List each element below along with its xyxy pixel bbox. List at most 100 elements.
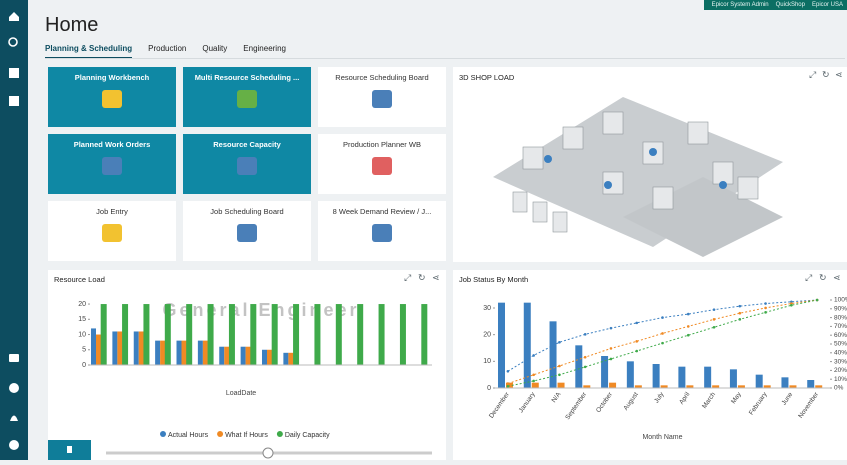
x-tick-label: May [730,391,743,406]
tile-icon [102,224,122,242]
bar [704,366,712,388]
legend-swatch [160,431,166,437]
header-link[interactable]: Epicor USA [811,2,843,8]
y-tick-label: 15 [78,316,86,323]
tile[interactable]: 8 Week Demand Review / J... [318,201,446,261]
help-icon[interactable] [9,383,19,393]
bar [250,304,257,365]
tile[interactable]: Job Scheduling Board [183,201,311,261]
tile-icon [102,90,122,108]
chat-icon[interactable] [9,354,19,362]
y2-tick-label: 50% [834,341,847,348]
bar [531,382,539,388]
tile[interactable]: Job Entry [48,201,176,261]
tab[interactable]: Planning & Scheduling [45,44,133,59]
svg-text:⋖: ⋖ [835,69,843,79]
tile-label: Multi Resource Scheduling ... [194,73,300,82]
legend-label[interactable]: Daily Capacity [285,432,330,439]
line-point [815,298,819,302]
bar [763,385,771,388]
tile[interactable]: Resource Scheduling Board [318,67,446,127]
bar [219,346,225,365]
x-tick-label: October [595,390,614,414]
tile-icon [372,157,392,175]
tile-label: Resource Scheduling Board [335,73,429,82]
search-icon[interactable] [8,37,18,47]
line-point [583,355,587,359]
line-point [661,341,664,345]
line-point [532,354,535,357]
line-point [558,373,561,377]
resource-load-panel: Resource Load ⤢ ↻ ⋖ General Engineer 0 5 10 15 20… [48,270,446,460]
y2-tick-label: 80% [834,314,847,321]
shop-illustration: ⤢ ↻ ⋖ [493,69,843,257]
panel-action[interactable]: ↻ [418,272,426,282]
bar [549,321,557,388]
y2-tick-label: 90% [834,306,847,313]
user-icon[interactable] [9,440,19,450]
tile[interactable]: Multi Resource Scheduling ... [183,67,311,127]
line-point [686,325,690,328]
panel-action[interactable]: ⤢ [804,272,812,282]
apps-icon[interactable] [9,68,19,78]
y-tick-label: 0 [82,362,86,369]
bar [678,366,686,388]
panel-action[interactable]: ↻ [819,272,827,282]
y2-tick-label: 70% [834,323,847,330]
bar [197,340,203,365]
y2-tick-label: 20% [834,367,847,374]
bar [122,304,129,365]
line-point [609,326,613,330]
bar [737,385,745,388]
panel-title: 3D SHOP LOAD [459,73,515,82]
line-point [712,318,716,321]
legend-label[interactable]: What If Hours [225,432,268,439]
header-link[interactable]: QuickShop [775,2,805,8]
tab[interactable]: Production [148,44,187,53]
tile-label: Job Scheduling Board [210,207,284,216]
bar [283,352,289,365]
bar [686,385,694,388]
home-icon[interactable] [9,12,19,21]
slider-thumb[interactable] [262,447,274,459]
tile[interactable]: Production Planner WB [318,134,446,194]
line-point [764,306,767,310]
pause-glyph [67,446,72,453]
legend-label[interactable]: Actual Hours [168,432,209,439]
top-bar: Epicor System Admin QuickShop Epicor USA [704,0,847,10]
tab[interactable]: Quality [202,44,228,53]
line-point [506,369,510,373]
panel-action[interactable]: ⋖ [833,272,841,282]
panel-action[interactable]: ⋖ [432,272,440,282]
line-point [506,384,510,388]
bar [335,304,342,365]
panel-action[interactable]: ⤢ [403,272,411,282]
tile[interactable]: Planning Workbench [48,67,176,127]
bar [815,385,823,388]
legend-swatch [276,431,283,437]
y-tick-label: 5 [82,347,86,354]
line-point [661,316,664,319]
line-point [635,349,639,353]
sidebar-icons [8,12,19,450]
bar [271,304,278,365]
header-link[interactable]: Epicor System Admin [711,2,769,8]
bell-icon[interactable] [10,415,18,422]
bar [781,377,789,388]
y-tick-label: 30 [483,305,491,312]
line-point [558,340,561,344]
bar [91,328,96,365]
y2-tick-label: 30% [834,358,847,365]
y-tick-label: 0 [487,385,491,392]
tile[interactable]: Resource Capacity [183,134,311,194]
panel-title: Job Status By Month [459,275,528,284]
bar [712,385,720,388]
bar [634,385,642,388]
bar [575,345,583,388]
bar [160,340,166,365]
tile-icon [102,157,122,175]
tab[interactable]: Engineering [243,44,286,53]
bar [155,340,161,365]
dashboard-icon[interactable] [9,96,19,106]
tile[interactable]: Planned Work Orders [48,134,176,194]
